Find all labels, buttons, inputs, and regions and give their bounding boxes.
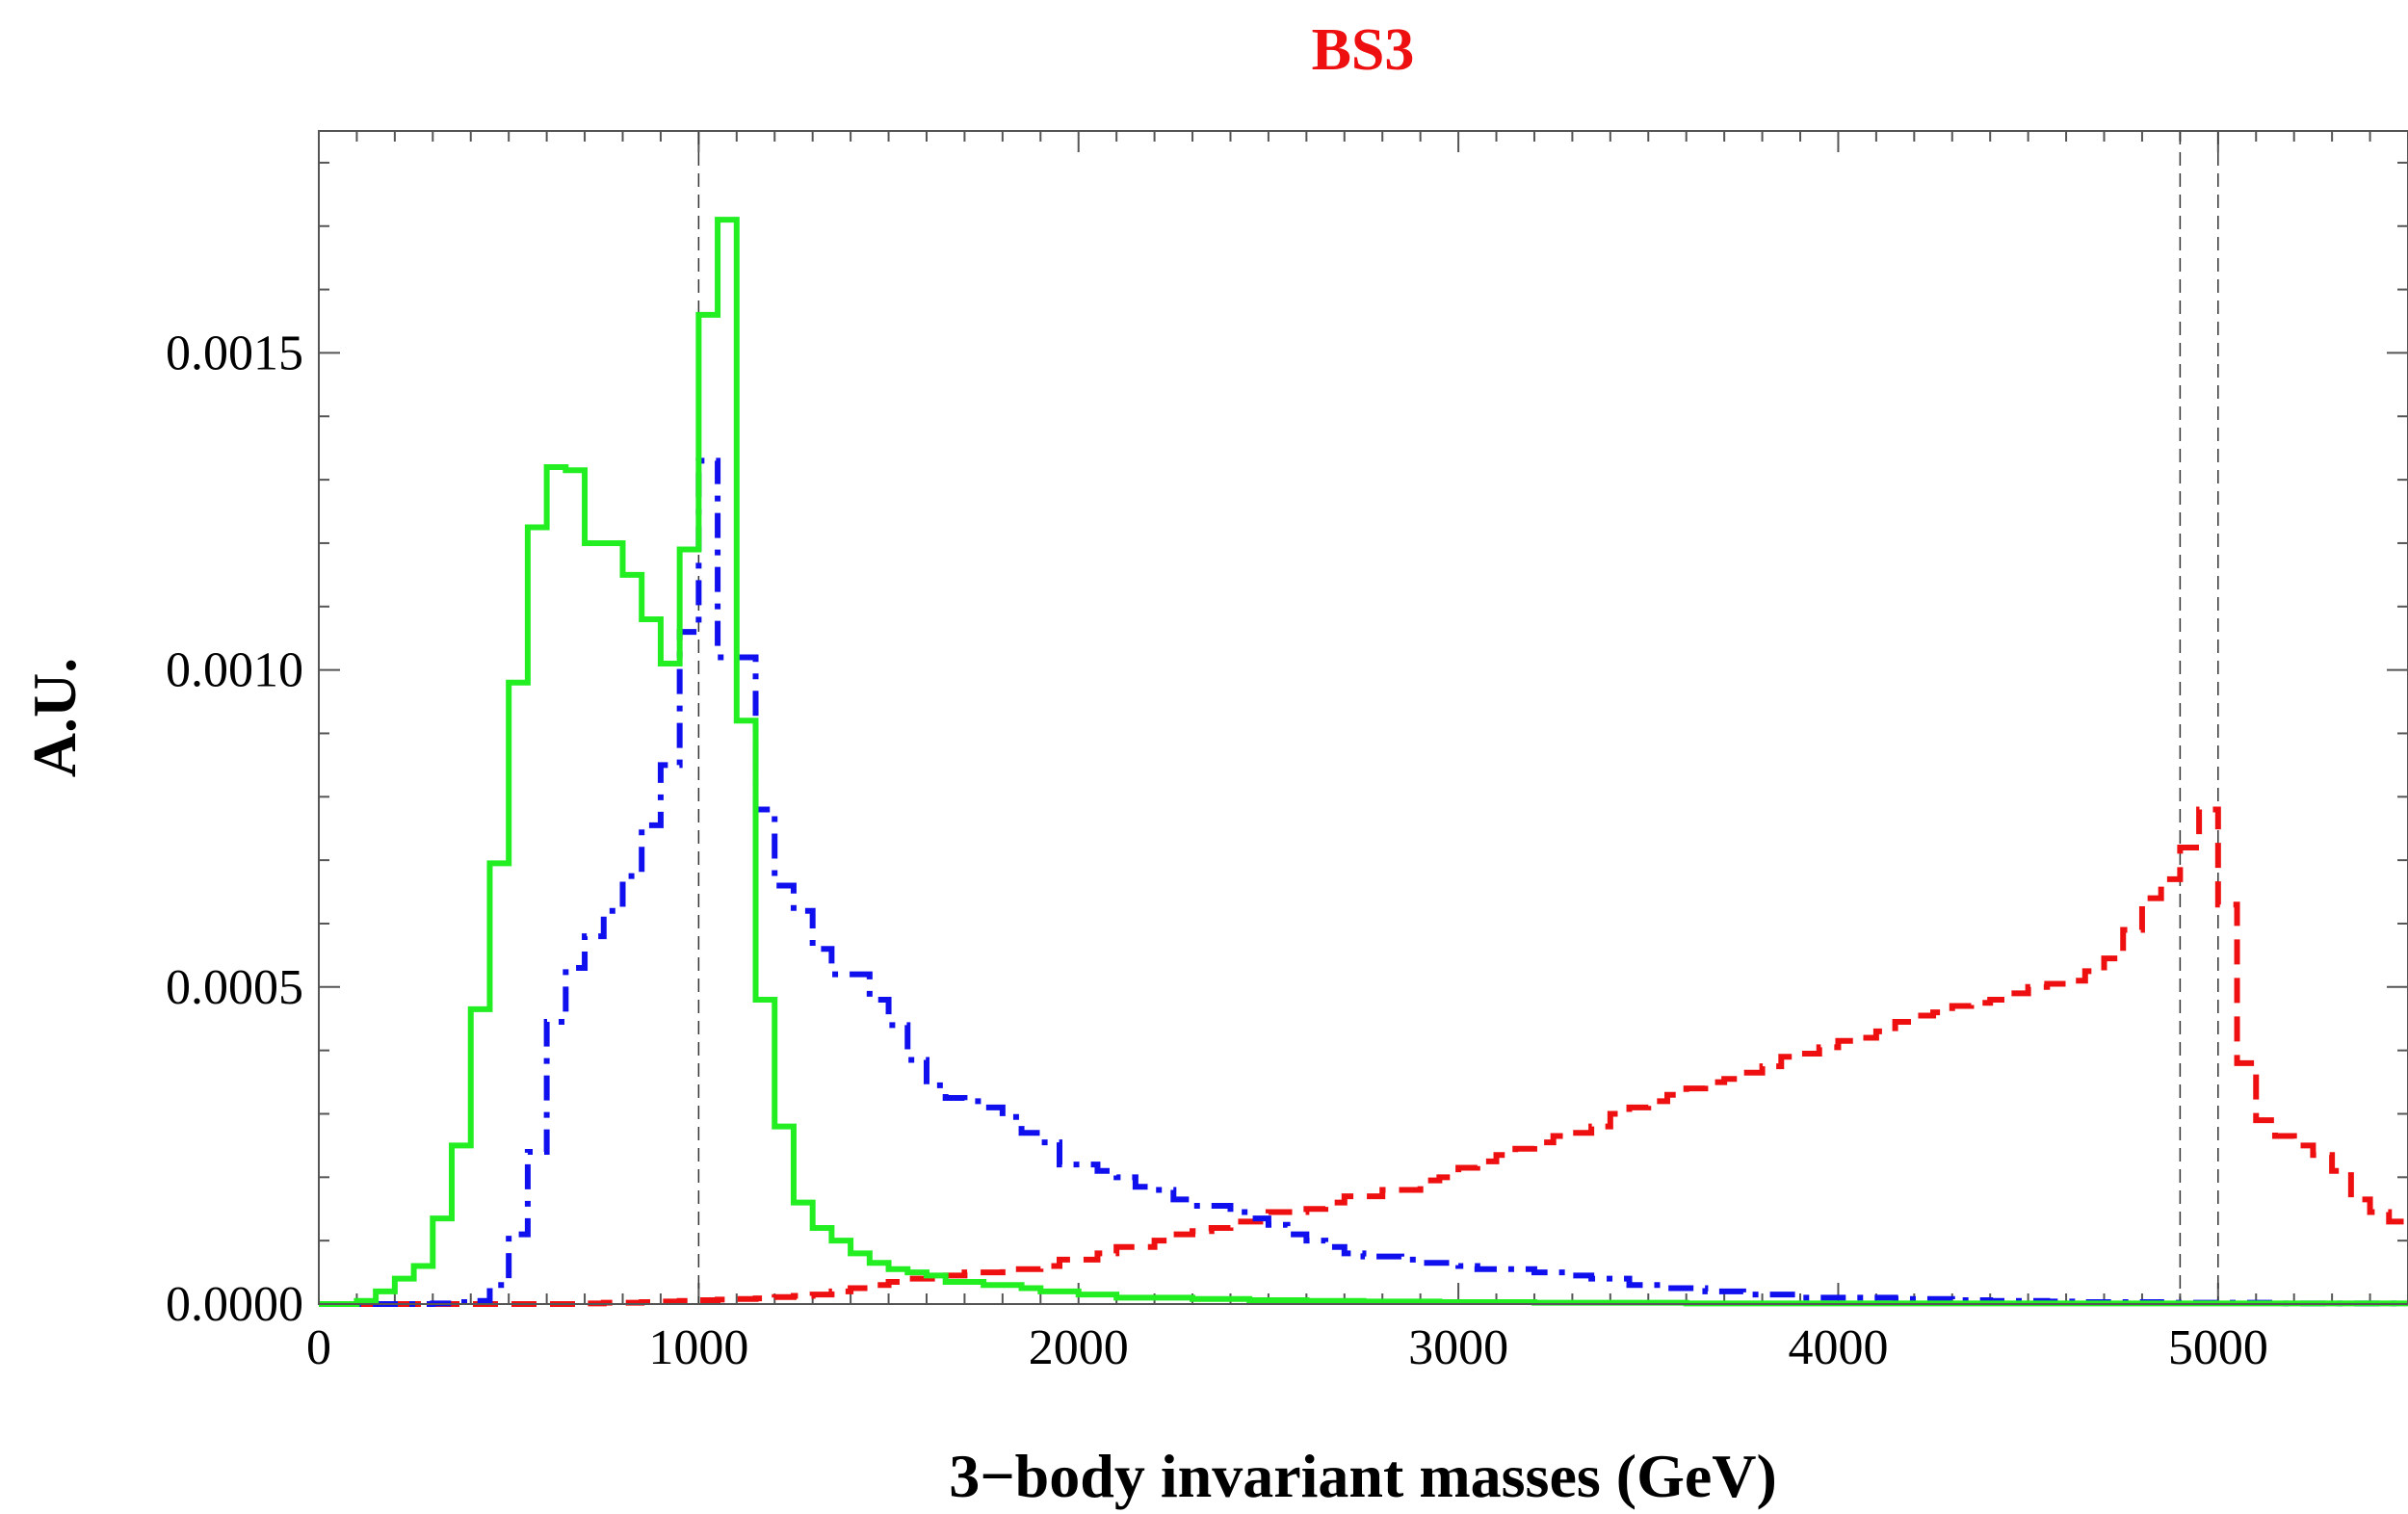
- x-tick-label: 1000: [648, 1320, 748, 1375]
- plot-frame: [318, 130, 2408, 1305]
- series-1010ee-line: [319, 457, 2408, 1307]
- y-tick-label: 0.0010: [166, 643, 303, 698]
- y-tick-label: 0.0000: [166, 1277, 303, 1332]
- chart-title: BS3: [1312, 17, 1415, 83]
- x-tick-label: 4000: [1788, 1320, 1888, 1375]
- x-tick-label: 2000: [1029, 1320, 1129, 1375]
- x-tick-label: 5000: [2168, 1320, 2268, 1375]
- y-tick-label: 0.0015: [166, 326, 303, 380]
- series-ee1010-line: [319, 806, 2408, 1307]
- y-axis-title: A.U.: [20, 658, 89, 777]
- x-tick-label: 0: [306, 1320, 331, 1375]
- x-tick-label: 3000: [1408, 1320, 1508, 1375]
- x-axis-title: 3−body invariant masses (GeV): [949, 1442, 1777, 1510]
- tick-labels: 0 1000 2000 3000 4000 5000 0.0000 0.0005 0.0010 0…: [166, 326, 2268, 1375]
- y-tick-label: 0.0005: [166, 960, 303, 1015]
